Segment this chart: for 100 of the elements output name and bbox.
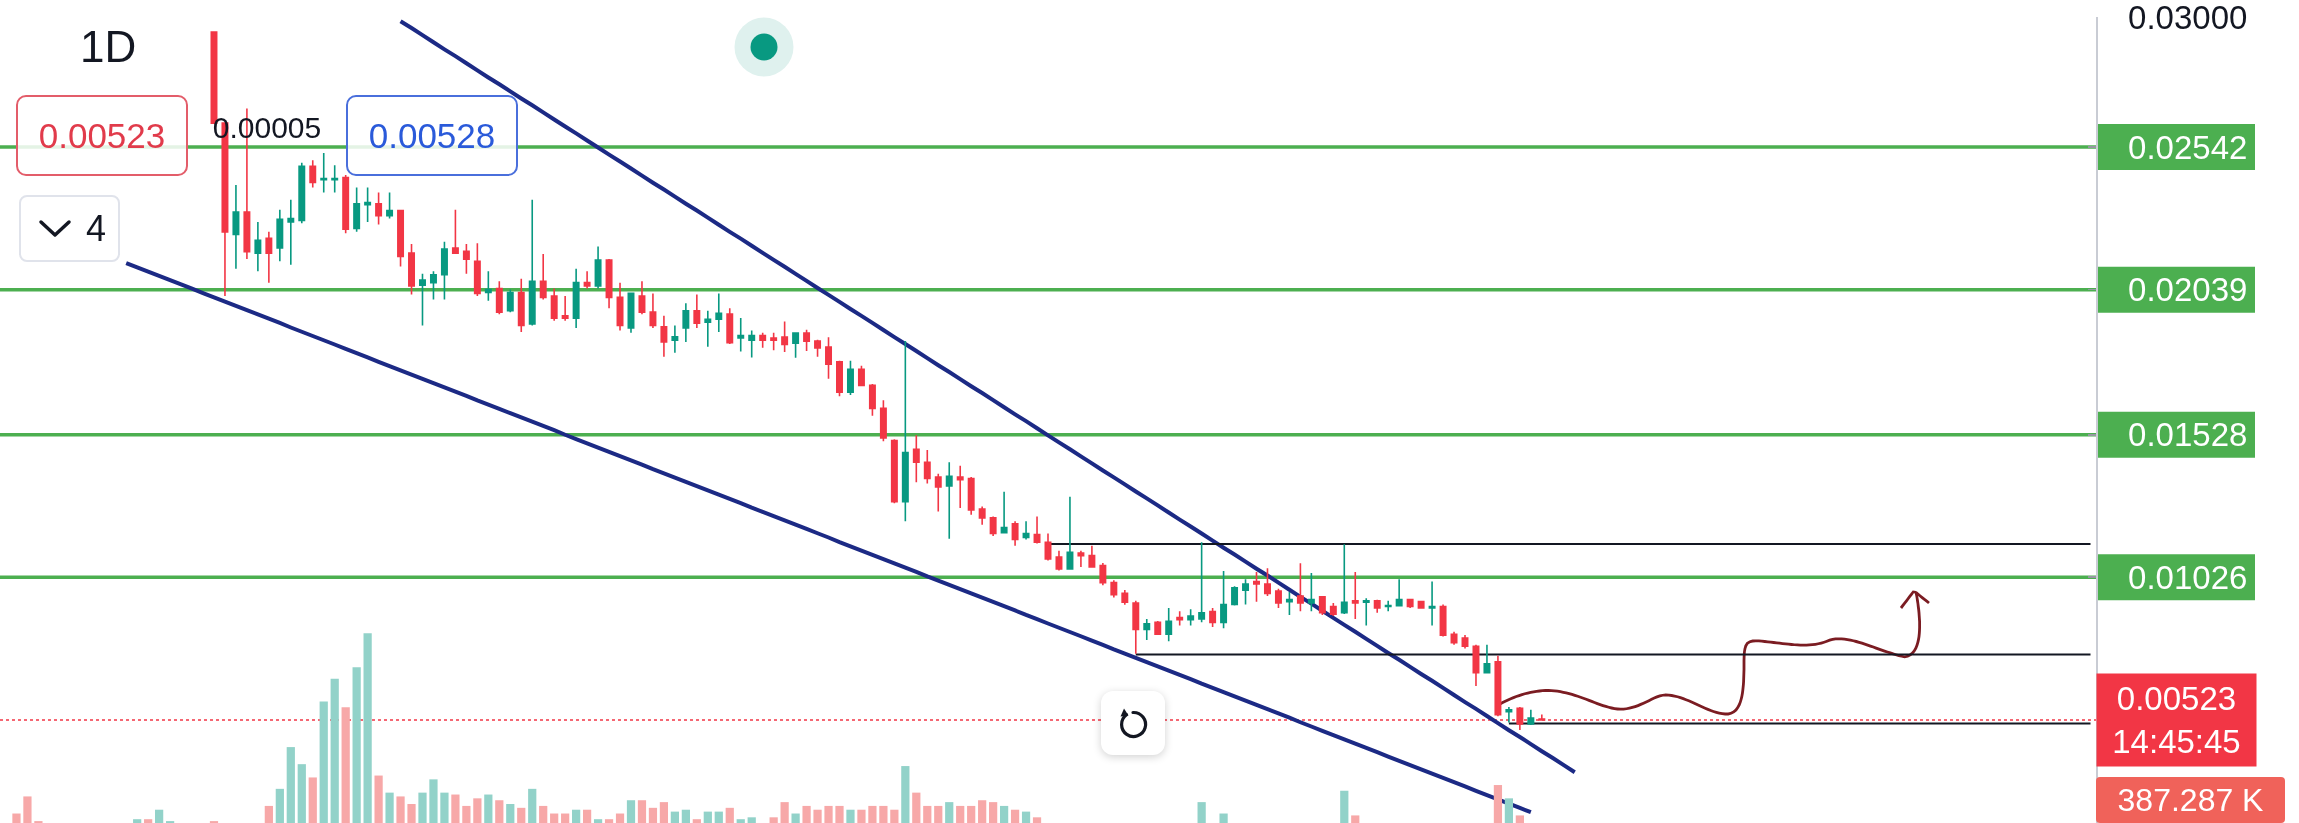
candlestick [1527,708,1535,726]
bar [736,819,745,823]
candlestick [298,162,306,225]
candlestick [1231,585,1239,607]
candlestick [1011,520,1019,547]
candlestick [901,340,909,523]
candlestick [1077,550,1085,568]
bar [440,792,449,823]
candlestick [868,383,876,417]
candlestick [462,243,470,275]
candlestick [1494,655,1502,718]
candlestick [879,399,887,443]
text: 387.287 K [2117,781,2264,819]
candlestick [616,281,624,332]
candlestick [561,295,569,322]
bar [396,796,405,823]
candlestick [265,231,273,284]
candlestick [1362,597,1370,627]
candlestick [495,280,503,315]
bar [1504,798,1514,823]
bar [1340,790,1349,823]
candlestick [649,292,657,329]
bar [967,805,976,823]
candlestick [704,309,712,348]
bar [835,805,844,823]
candlestick [1099,562,1107,586]
bar [703,811,712,823]
candlestick [1033,515,1041,545]
y-tick-label: 0.02039 [2128,271,2248,309]
candlestick [1351,571,1359,620]
candlestick [1143,618,1151,641]
bar [934,805,943,823]
bar [1010,809,1020,823]
bar [1493,785,1503,823]
ref-line-label: 0.00523 14:45:45 [2112,680,2241,760]
candlestick [671,324,679,354]
candlestick [1088,544,1096,569]
bar [791,813,800,823]
candlestick [1022,520,1030,541]
candlestick [1395,578,1403,608]
annotation: 4 [86,207,107,250]
candlestick [1198,541,1206,624]
candlestick [836,359,843,397]
bar [341,707,350,823]
candlestick [934,472,942,513]
candlestick [605,258,613,309]
bar [1515,815,1524,823]
candlestick [846,359,854,396]
candlestick [254,221,262,273]
bar [681,809,690,823]
line-series [124,261,1533,815]
y-tick-label: 0.02542 [2128,128,2248,166]
bar [626,800,636,823]
bar [1197,802,1206,823]
bar [528,788,537,823]
candlestick [232,184,240,270]
bar [956,805,965,823]
candlestick [956,464,964,509]
bar [945,802,954,823]
bar [1032,817,1042,823]
bar [572,809,581,823]
candlestick [429,270,437,301]
candlestick [528,198,536,327]
bar [561,813,570,823]
candlestick [857,364,865,388]
bar [692,819,701,823]
candlestick [825,336,833,380]
bar [637,800,647,823]
bar [648,807,658,823]
bar [879,805,888,823]
bar [506,804,515,823]
candlestick [1296,562,1304,613]
bar [473,798,482,823]
bar [495,800,504,823]
bar [824,805,833,823]
candlestick [1000,491,1008,535]
bar [319,701,328,823]
bar [747,817,756,823]
bar [451,794,460,823]
candlestick [276,208,284,263]
candlestick [331,164,339,194]
bar [517,807,526,823]
y-tick-label: 0.01528 [2128,416,2248,454]
bar [780,802,789,823]
bar [604,819,614,823]
bar [155,809,164,823]
candlestick [342,174,350,235]
candlestick [353,186,361,233]
candlestick [484,270,492,302]
bar [670,811,680,823]
candlestick [1406,598,1414,609]
candlestick [814,338,822,358]
candlestick [1417,599,1425,610]
candlestick [1263,567,1271,597]
candlestick [451,208,459,255]
candlestick [287,198,295,266]
candlestick [989,515,997,537]
candlestick [726,307,734,345]
candlestick [440,240,448,301]
candlestick [375,191,383,226]
